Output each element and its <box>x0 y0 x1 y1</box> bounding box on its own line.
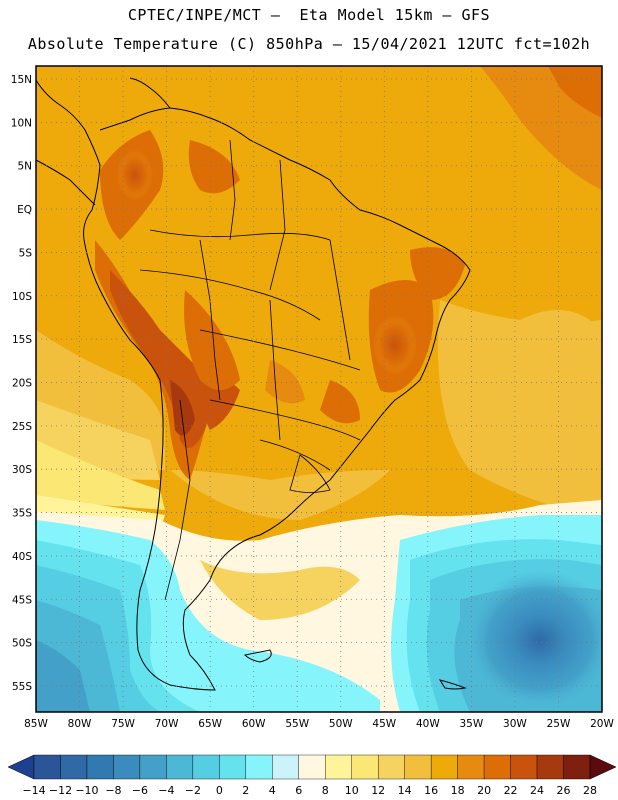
colorbar-swatch <box>404 754 432 780</box>
colorbar-swatch <box>272 754 299 780</box>
lon-tick-label: 65W <box>198 718 222 730</box>
colorbar-tick-label: −4 <box>158 784 174 797</box>
colorbar-swatch <box>510 754 538 780</box>
colorbar-tick-label: 6 <box>295 784 302 797</box>
lat-tick-label: EQ <box>17 204 32 216</box>
colorbar <box>7 754 617 780</box>
colorbar-swatch <box>351 754 379 780</box>
lat-tick-label: 15S <box>12 334 32 346</box>
lat-tick-label: 10S <box>12 291 32 303</box>
colorbar-swatch <box>60 754 88 780</box>
colorbar-high-triangle <box>589 754 617 780</box>
colorbar-tick-label: 26 <box>557 784 571 797</box>
colorbar-tick-label: −14 <box>22 784 45 797</box>
colorbar-swatch <box>377 754 405 780</box>
colorbar-tick-label: 16 <box>424 784 438 797</box>
colorbar-tick-label: 4 <box>269 784 276 797</box>
lat-tick-label: 20S <box>12 377 32 389</box>
lon-tick-label: 30W <box>503 718 527 730</box>
colorbar-swatch <box>86 754 114 780</box>
colorbar-tick-label: 8 <box>322 784 329 797</box>
lon-tick-label: 20W <box>590 718 614 730</box>
lat-tick-label: 35S <box>12 508 32 520</box>
longitude-labels: 85W 80W 75W 70W 65W 60W 55W 50W 45W 40W 35W 30W 25W 2… <box>24 718 614 730</box>
lon-tick-label: 80W <box>68 718 92 730</box>
latitude-labels: 15N 10N 5N EQ 5S 10S 15S 20S 25S 30S 35S 40S 45S 50S 5… <box>11 74 33 693</box>
colorbar-tick-label: 22 <box>504 784 518 797</box>
colorbar-swatch <box>536 754 564 780</box>
colorbar-tick-label: 10 <box>345 784 359 797</box>
lat-tick-label: 15N <box>11 74 32 86</box>
lat-tick-label: 5S <box>19 247 33 259</box>
lon-tick-label: 75W <box>111 718 135 730</box>
colorbar-tick-label: −6 <box>132 784 148 797</box>
colorbar-tick-label: 20 <box>477 784 491 797</box>
map-frame <box>35 65 603 713</box>
map-title: CPTEC/INPE/MCT – Eta Model 15km – GFS <box>127 6 491 24</box>
lat-tick-label: 10N <box>11 117 32 129</box>
lat-tick-label: 40S <box>12 551 32 563</box>
colorbar-low-triangle <box>7 754 35 780</box>
lon-tick-label: 45W <box>372 718 396 730</box>
colorbar-swatch <box>192 754 220 780</box>
lon-tick-label: 85W <box>24 718 48 730</box>
colorbar-tick-label: 2 <box>242 784 249 797</box>
colorbar-tick-label: 0 <box>216 784 223 797</box>
colorbar-swatch <box>298 754 326 780</box>
colorbar-tick-label: 28 <box>583 784 597 797</box>
colorbar-swatch <box>483 754 511 780</box>
lon-tick-label: 40W <box>416 718 440 730</box>
colorbar-swatch <box>113 754 141 780</box>
colorbar-swatch <box>219 754 247 780</box>
lon-tick-label: 70W <box>155 718 179 730</box>
colorbar-swatch <box>457 754 485 780</box>
lat-tick-label: 55S <box>12 681 32 693</box>
colorbar-tick-label: −8 <box>105 784 121 797</box>
lon-tick-label: 25W <box>547 718 571 730</box>
colorbar-swatch <box>139 754 167 780</box>
lat-tick-label: 30S <box>12 464 32 476</box>
lon-tick-label: 35W <box>460 718 484 730</box>
lon-tick-label: 50W <box>329 718 353 730</box>
colorbar-labels: −14 −12 −10 −8 −6 −4 −2 0 2 4 6 8 10 12 14 16 18 20 22 24 26… <box>22 784 597 797</box>
colorbar-swatch <box>325 754 352 780</box>
colorbar-swatch <box>166 754 194 780</box>
colorbar-swatch <box>563 754 591 780</box>
lat-tick-label: 50S <box>12 638 32 650</box>
lon-tick-label: 60W <box>242 718 266 730</box>
colorbar-tick-label: −12 <box>49 784 72 797</box>
temperature-field <box>36 66 602 712</box>
lat-tick-label: 25S <box>12 421 32 433</box>
lat-tick-label: 5N <box>17 161 32 173</box>
map-subtitle: Absolute Temperature (C) 850hPa – 15/04/… <box>27 35 591 53</box>
colorbar-tick-label: −10 <box>75 784 98 797</box>
colorbar-tick-label: 24 <box>530 784 544 797</box>
colorbar-swatch <box>33 754 61 780</box>
lat-tick-label: 45S <box>12 594 32 606</box>
colorbar-swatch <box>245 754 273 780</box>
colorbar-tick-label: 18 <box>451 784 465 797</box>
colorbar-swatch <box>430 754 458 780</box>
colorbar-tick-label: −2 <box>185 784 201 797</box>
lon-tick-label: 55W <box>285 718 309 730</box>
colorbar-tick-label: 14 <box>398 784 412 797</box>
country-borders <box>139 139 361 601</box>
colorbar-tick-label: 12 <box>371 784 385 797</box>
